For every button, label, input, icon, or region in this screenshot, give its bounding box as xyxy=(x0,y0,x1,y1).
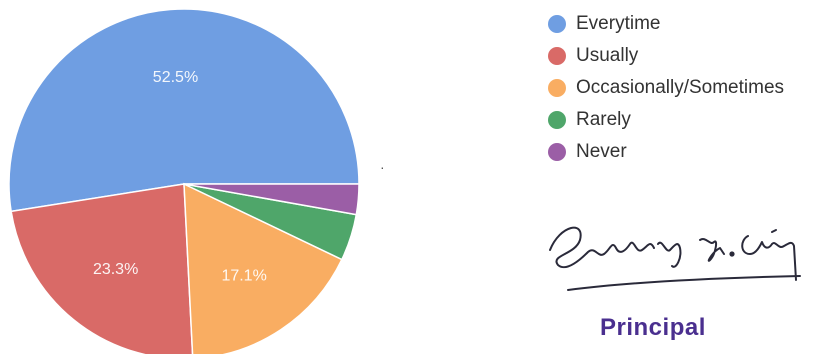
chart-legend: Everytime Usually Occasionally/Sometimes… xyxy=(548,8,784,168)
legend-label-rarely: Rarely xyxy=(576,109,631,130)
legend-item-rarely: Rarely xyxy=(548,104,784,136)
pie-chart: 52.5% 23.3% 17.1% · xyxy=(8,8,385,354)
legend-item-everytime: Everytime xyxy=(548,8,784,40)
legend-swatch-everytime xyxy=(548,15,566,33)
signature-image xyxy=(549,226,801,291)
principal-title: Principal xyxy=(600,314,706,341)
legend-swatch-never xyxy=(548,143,566,161)
pie-label-everytime: 52.5% xyxy=(153,69,198,86)
stray-mark: · xyxy=(380,159,385,175)
legend-label-occasionally: Occasionally/Sometimes xyxy=(576,77,785,98)
pie-slice-occasionally-sometimes xyxy=(183,182,343,354)
legend-item-never: Never xyxy=(548,136,784,168)
legend-item-occasionally: Occasionally/Sometimes xyxy=(548,72,784,104)
legend-label-usually: Usually xyxy=(576,45,639,66)
pie-slice-usually xyxy=(10,183,194,354)
pie-slice-never xyxy=(183,183,360,216)
legend-item-usually: Usually xyxy=(548,40,784,72)
legend-swatch-usually xyxy=(548,47,566,65)
pie-label-usually: 23.3% xyxy=(93,261,138,278)
pie-label-occasionally-sometimes: 17.1% xyxy=(221,267,266,284)
pie-slice-everytime xyxy=(8,8,360,213)
legend-swatch-rarely xyxy=(548,111,566,129)
pie-slice-labels: 52.5% 23.3% 17.1% xyxy=(93,69,267,284)
pie-slices xyxy=(8,8,360,354)
legend-label-everytime: Everytime xyxy=(576,13,661,34)
legend-swatch-occasionally xyxy=(548,79,566,97)
legend-label-never: Never xyxy=(576,141,627,162)
